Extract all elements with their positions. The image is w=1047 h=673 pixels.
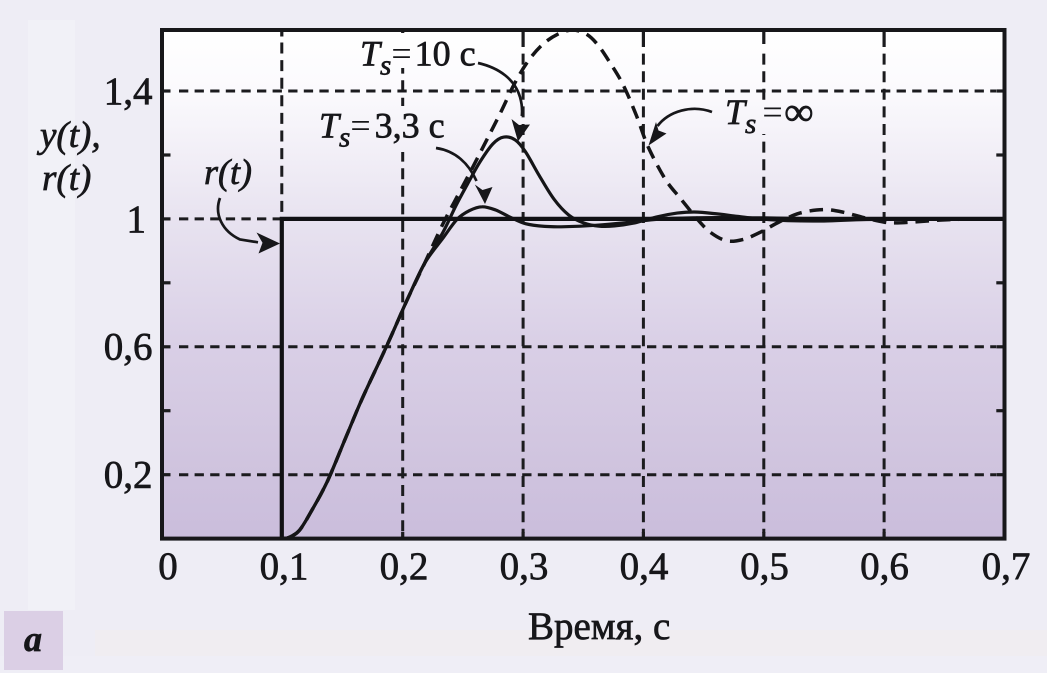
svg-text:0,7: 0,7 bbox=[982, 545, 1031, 588]
svg-text:1,4: 1,4 bbox=[104, 70, 153, 113]
svg-text:0,6: 0,6 bbox=[860, 545, 909, 588]
svg-text:r(t): r(t) bbox=[204, 152, 252, 192]
svg-text:0,5: 0,5 bbox=[740, 545, 789, 588]
svg-text:y(t),: y(t), bbox=[36, 115, 101, 156]
svg-text:Ts=10 с: Ts=10 с bbox=[360, 34, 476, 82]
svg-text:1: 1 bbox=[127, 198, 147, 241]
svg-text:Время, с: Время, с bbox=[528, 605, 670, 648]
svg-text:0: 0 bbox=[158, 545, 178, 588]
svg-text:0,2: 0,2 bbox=[104, 454, 153, 497]
svg-text:Ts=3,3 с: Ts= 3,3 с bbox=[319, 106, 445, 154]
svg-text:Ts=∞: Ts =∞ bbox=[725, 89, 813, 140]
svg-text:0,1: 0,1 bbox=[260, 545, 309, 588]
svg-text:а: а bbox=[24, 619, 42, 659]
svg-text:0,4: 0,4 bbox=[620, 545, 669, 588]
svg-text:0,6: 0,6 bbox=[104, 326, 153, 369]
svg-text:r(t): r(t) bbox=[42, 158, 91, 199]
svg-text:0,2: 0,2 bbox=[380, 545, 429, 588]
svg-text:0,3: 0,3 bbox=[500, 545, 549, 588]
